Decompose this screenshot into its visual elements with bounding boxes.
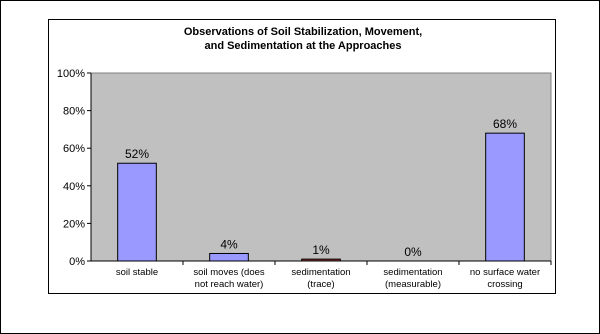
x-category-label: soil moves (does	[193, 267, 265, 278]
x-category-label: no surface water	[470, 267, 540, 278]
chart-title: Observations of Soil Stabilization, Move…	[184, 26, 422, 52]
bar	[485, 132, 525, 262]
x-category-label: (trace)	[307, 279, 334, 290]
bar	[117, 162, 157, 262]
x-category-label: crossing	[487, 279, 522, 290]
y-tick-label: 20%	[63, 218, 85, 230]
x-category-label: not reach water)	[195, 279, 264, 290]
bar-value-label: 68%	[493, 117, 517, 131]
axes	[87, 72, 552, 265]
chart-title-line: Observations of Soil Stabilization, Move…	[184, 26, 422, 38]
bars	[117, 132, 525, 262]
data-labels: 52% 4% 1% 0% 68%	[125, 117, 517, 259]
bar	[209, 252, 249, 262]
x-category-label: soil stable	[116, 267, 158, 278]
y-tick-label: 0%	[69, 256, 85, 268]
bar-value-label: 1%	[312, 243, 330, 257]
x-category-label: sedimentation	[383, 267, 442, 278]
chart-container: Observations of Soil Stabilization, Move…	[48, 19, 556, 294]
y-tick-label: 60%	[63, 143, 85, 155]
bar-value-label: 4%	[220, 237, 238, 251]
y-axis-tick-labels: 0% 20% 40% 60% 80% 100%	[57, 68, 85, 268]
y-tick-label: 40%	[63, 181, 85, 193]
y-tick-label: 80%	[63, 106, 85, 118]
x-category-label: sedimentation	[291, 267, 350, 278]
bar-value-label: 52%	[125, 147, 149, 161]
bar-chart: Observations of Soil Stabilization, Move…	[57, 26, 552, 290]
bar-value-label: 0%	[404, 245, 422, 259]
x-category-label: (measurable)	[385, 279, 441, 290]
plot-area	[90, 72, 552, 262]
y-tick-label: 100%	[57, 68, 85, 80]
chart-title-line: and Sedimentation at the Approaches	[204, 40, 401, 52]
